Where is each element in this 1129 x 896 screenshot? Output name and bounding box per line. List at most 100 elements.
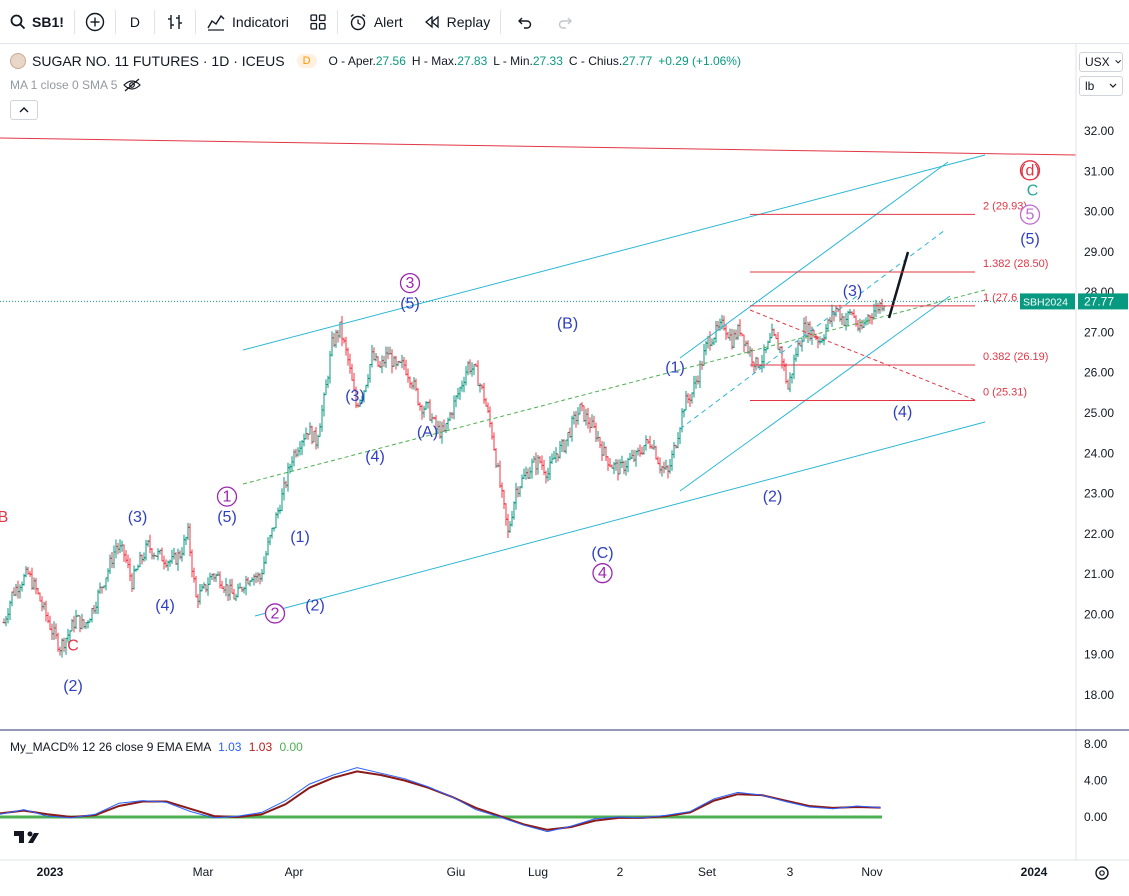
macd-signal-value: 1.03: [248, 740, 273, 754]
logo-part: [14, 831, 24, 843]
ohlc-close: C - Chius.27.77: [569, 54, 652, 68]
unit-select[interactable]: lb: [1079, 76, 1123, 96]
price-tick-label: 18.00: [1084, 688, 1114, 702]
wave-label: 5: [1026, 207, 1035, 224]
low-value: 27.33: [532, 54, 563, 68]
ohlc-low: L - Min.27.33: [493, 54, 563, 68]
divider: [114, 9, 116, 34]
logo-part: [27, 831, 33, 837]
top-toolbar: SB1! D Indicatori Alert Replay: [0, 0, 1129, 44]
projection-line: [887, 251, 910, 319]
undo-icon: [518, 17, 532, 29]
wave-label: (3): [345, 388, 365, 405]
settings-gear-icon: [1095, 866, 1109, 880]
channel-upper-line: [242, 154, 986, 351]
last-price-tag-label: 27.77: [1084, 294, 1114, 308]
symbol-tag-label: SBH2024: [1023, 296, 1068, 308]
chart-title: SUGAR NO. 11 FUTURES · 1D · ICEUS: [32, 53, 285, 69]
high-value: 27.83: [457, 54, 488, 68]
time-tick-label: 2024: [1021, 865, 1048, 879]
wedge-lower-line: [679, 295, 951, 492]
fib-level-label: 0 (25.31): [983, 387, 1027, 399]
fib-level-label: 0.382 (26.19): [983, 351, 1048, 363]
time-tick-label: Mar: [193, 865, 214, 879]
price-tick-label: 32.00: [1084, 124, 1114, 138]
time-tick-label: Apr: [285, 865, 304, 879]
ma-legend: MA 1 close 0 SMA 5: [10, 78, 142, 92]
price-tick-label: 19.00: [1084, 648, 1114, 662]
macd-tick-label: 0.00: [1084, 810, 1108, 824]
high-label: H - Max.: [411, 54, 458, 68]
price-chart[interactable]: 2 (29.93) 1.382 (28.50) 1 (27.6 0.382 (26.1…: [0, 44, 1129, 896]
price-tick-label: 24.00: [1084, 446, 1114, 460]
macd-hist-value: 0.00: [279, 740, 303, 754]
change-value: +0.29 (+1.06%): [658, 54, 741, 68]
divider: [336, 9, 338, 34]
wave-label: 4: [598, 565, 607, 582]
price-tick-label: 20.00: [1084, 607, 1114, 621]
low-label: L - Min.: [493, 54, 533, 68]
price-tick-label: 26.00: [1084, 366, 1114, 380]
macd-label: My_MACD% 12 26 close 9 EMA EMA: [10, 740, 211, 754]
resistance-line: [0, 137, 1077, 156]
last-price-tag-bg: [1078, 293, 1128, 310]
wave-label-circle: [216, 486, 238, 507]
trend-dashed-line: [242, 289, 986, 485]
compare-button[interactable]: [75, 0, 115, 44]
search-icon: [10, 14, 26, 29]
price-tick-label: 29.00: [1084, 245, 1114, 259]
chart-type-button[interactable]: [155, 0, 195, 44]
currency-select[interactable]: USX: [1079, 52, 1123, 72]
wedge-mid-dashed: [679, 229, 946, 430]
time-tick-label: 2023: [37, 865, 64, 879]
symbol-search[interactable]: SB1!: [0, 0, 74, 44]
collapse-legend-button[interactable]: [10, 100, 38, 120]
price-tick-label: 27.00: [1084, 325, 1114, 339]
alert-label: Alert: [373, 13, 403, 30]
fib-diagonal-dashed: [749, 309, 976, 401]
wave-label: (3): [843, 283, 863, 300]
ohlc-open: O - Aper.27.56: [329, 54, 406, 68]
price-tick-label: 30.00: [1084, 205, 1114, 219]
wave-label: (4): [365, 448, 385, 465]
time-tick-label: 3: [787, 865, 794, 879]
time-tick-label: Giu: [447, 865, 466, 879]
wave-label: (3): [128, 509, 148, 526]
currency-label: USX: [1085, 55, 1110, 69]
close-label: C - Chius.: [568, 54, 623, 68]
wave-label-circle: [592, 563, 613, 584]
divider: [73, 9, 75, 34]
time-tick-label: Lug: [528, 865, 548, 879]
symbol-tag-bg: [1020, 293, 1075, 310]
plus-circle-icon: [85, 12, 105, 31]
replay-label: Replay: [446, 13, 491, 30]
time-tick-label: 2: [617, 865, 624, 879]
wave-label-circle: [1019, 160, 1041, 181]
wave-label-circle: [1019, 204, 1041, 225]
grid-icon: [310, 13, 326, 30]
close-value: 27.77: [622, 54, 653, 68]
eye-hidden-icon[interactable]: [123, 78, 142, 92]
interval-label: D: [129, 13, 141, 30]
wave-label: (B): [557, 315, 578, 332]
interval-button[interactable]: D: [116, 0, 154, 44]
layouts-button[interactable]: [299, 0, 337, 44]
wave-label: (2): [763, 489, 783, 506]
data-source-badge: D: [296, 54, 317, 68]
logo-part: [28, 833, 39, 843]
replay-button[interactable]: Replay: [413, 0, 501, 44]
chart-area[interactable]: 2 (29.93) 1.382 (28.50) 1 (27.6 0.382 (26.1…: [0, 44, 1129, 896]
undo-button[interactable]: [501, 0, 547, 44]
price-tick-label: 25.00: [1084, 406, 1114, 420]
macd-line: [0, 767, 881, 833]
wave-label: C: [1027, 182, 1039, 199]
price-tick-label: 22.00: [1084, 527, 1114, 541]
wave-label: B: [0, 509, 8, 526]
redo-button[interactable]: [547, 0, 585, 44]
indicators-button[interactable]: Indicatori: [196, 0, 299, 44]
wave-label: (1): [665, 360, 685, 377]
macd-tick-label: 4.00: [1084, 774, 1108, 788]
chevron-down-icon: [1109, 83, 1117, 88]
alert-button[interactable]: Alert: [338, 0, 413, 44]
divider: [154, 9, 156, 34]
